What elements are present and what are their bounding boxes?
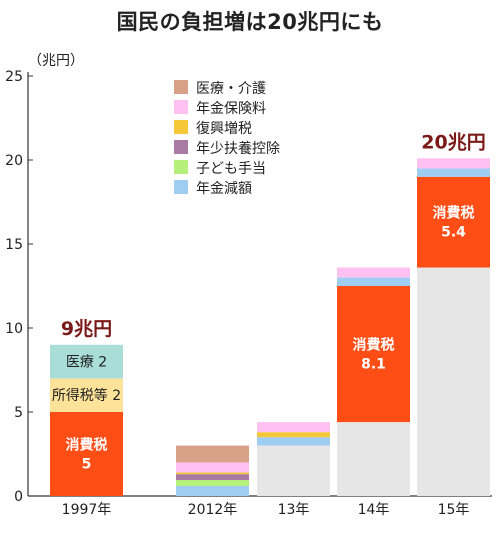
legend-label: 復興増税	[196, 120, 252, 137]
legend-label: 医療・介護	[196, 80, 266, 97]
bar-total-label: 20兆円	[421, 131, 485, 153]
segment-label: 5	[82, 457, 92, 473]
bar-segment	[257, 437, 330, 446]
legend-swatch	[174, 80, 188, 94]
bar-segment	[337, 286, 410, 423]
y-tick-label: 20	[5, 153, 23, 169]
segment-label: 8.1	[361, 357, 386, 373]
segment-label: 消費税	[433, 205, 475, 222]
bar-segment	[176, 472, 249, 475]
x-tick-label: 15年	[438, 502, 470, 518]
y-axis-unit-label: （兆円）	[28, 53, 84, 69]
segment-label: 消費税	[353, 337, 395, 354]
segment-label: 所得税等 2	[52, 387, 121, 404]
legend-label: 子ども手当	[196, 161, 266, 177]
bar-segment	[50, 344, 123, 379]
legend-label: 年金減額	[196, 180, 252, 197]
legend-swatch	[174, 120, 188, 134]
bar-segment	[257, 445, 330, 496]
bar-segment	[176, 485, 249, 496]
x-tick-label: 1997年	[62, 502, 112, 518]
legend-label: 年金保険料	[196, 101, 266, 117]
x-tick-label: 13年	[278, 502, 310, 518]
bar-segment	[176, 480, 249, 486]
y-tick-label: 10	[5, 321, 23, 337]
segment-label: 消費税	[66, 437, 108, 454]
y-tick-label: 15	[5, 237, 23, 253]
bar-segment	[257, 432, 330, 438]
y-tick-label: 5	[14, 405, 23, 421]
legend-swatch	[174, 140, 188, 154]
segment-label: 5.4	[441, 225, 466, 241]
legend-swatch	[174, 100, 188, 114]
bar-segment	[417, 267, 490, 496]
bar-total-label: 9兆円	[61, 318, 112, 340]
chart-title: 国民の負担増は20兆円にも	[116, 10, 384, 34]
bar-segment	[176, 474, 249, 481]
bar-segment	[257, 422, 330, 433]
bar-segment	[417, 168, 490, 177]
segment-label: 医療 2	[66, 354, 107, 371]
bar-segment	[417, 158, 490, 169]
bar-segment	[176, 445, 249, 463]
legend-swatch	[174, 160, 188, 174]
bar-segment	[50, 412, 123, 496]
legend-swatch	[174, 180, 188, 194]
y-tick-label: 25	[5, 69, 23, 85]
bar-segment	[176, 462, 249, 473]
y-tick-label: 0	[14, 489, 23, 505]
legend-label: 年少扶養控除	[196, 140, 280, 157]
bar-segment	[50, 378, 123, 412]
x-tick-label: 2012年	[188, 502, 238, 518]
bar-segment	[337, 277, 410, 286]
bar-segment	[337, 422, 410, 496]
x-tick-label: 14年	[358, 502, 390, 518]
bar-segment	[417, 176, 490, 268]
bar-segment	[337, 267, 410, 278]
